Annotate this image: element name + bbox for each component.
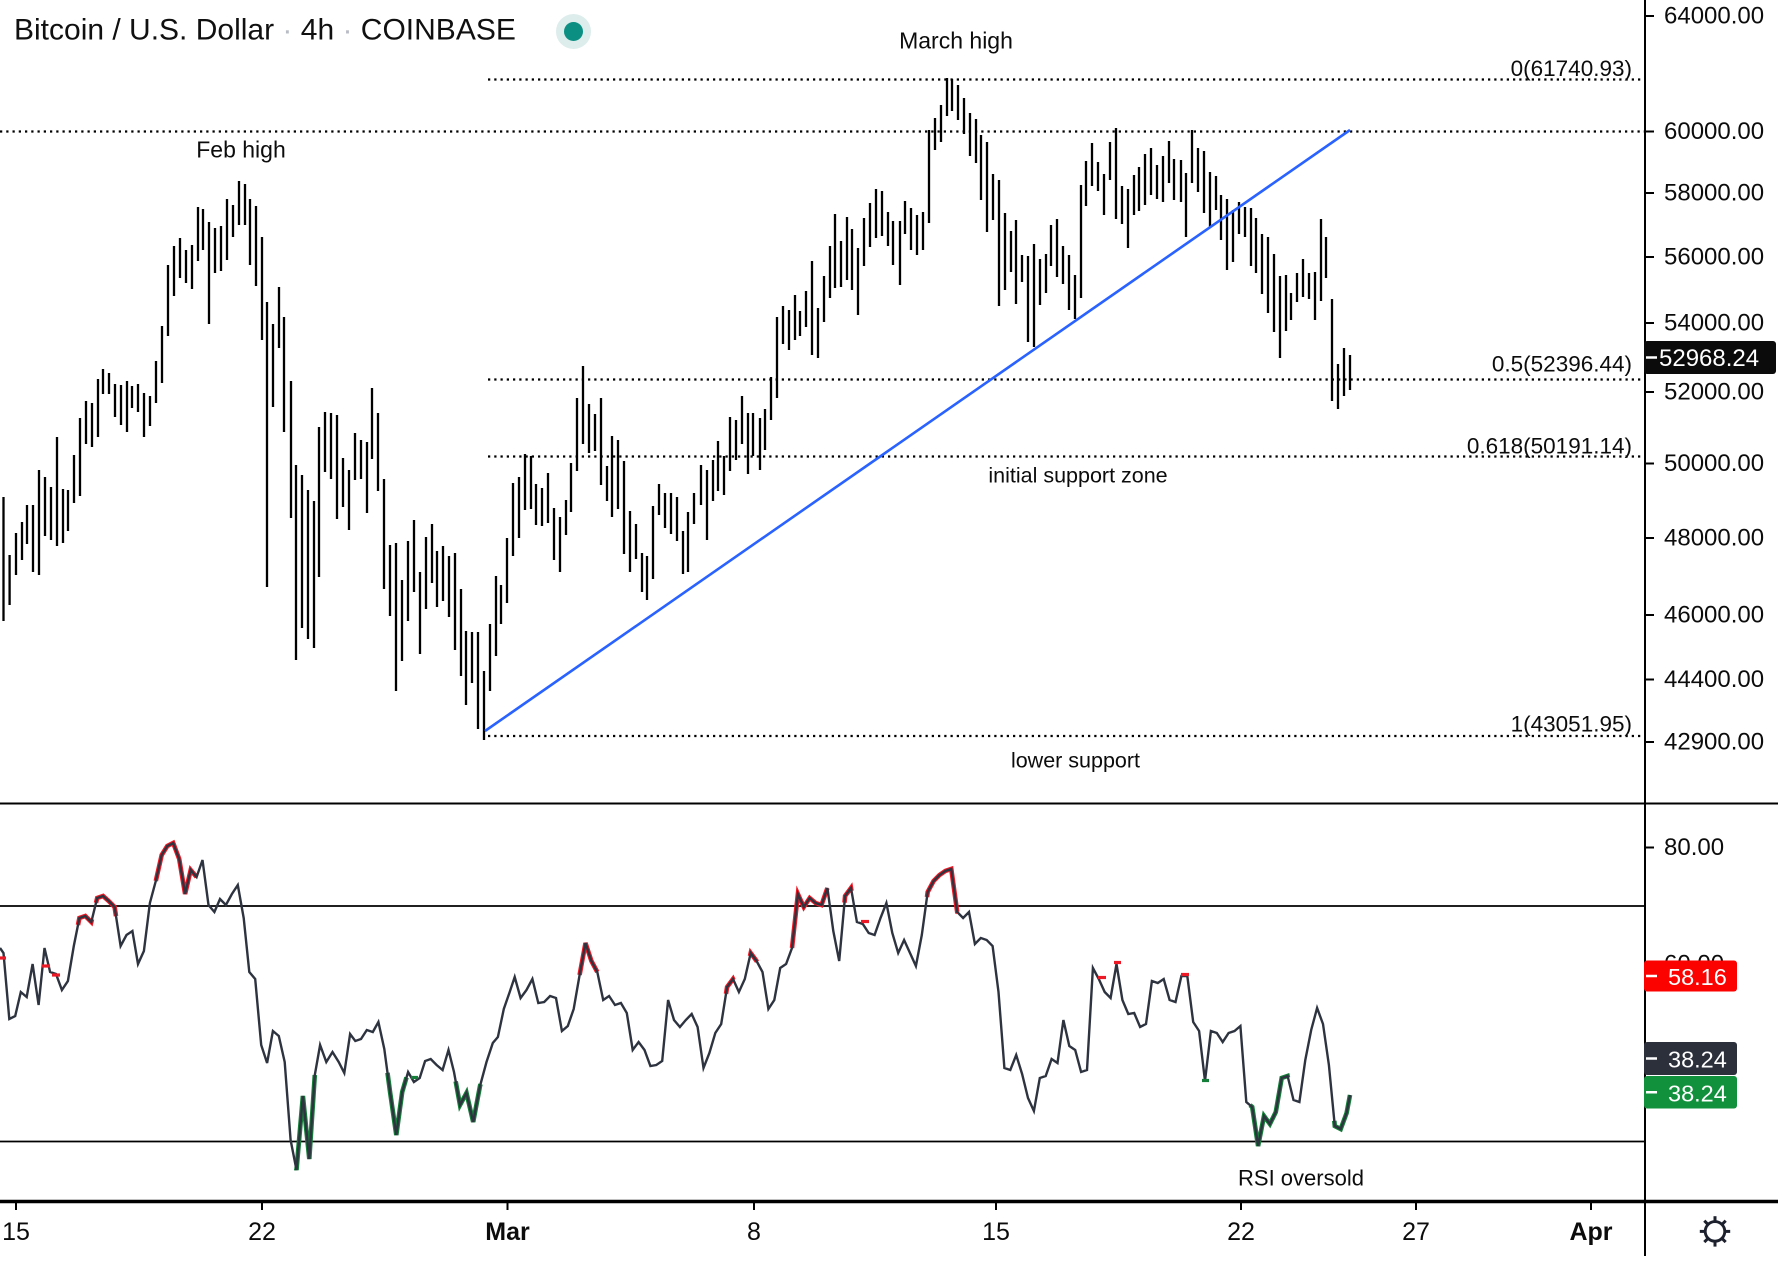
svg-text:8: 8 [747,1218,761,1246]
svg-text:46000.00: 46000.00 [1664,602,1764,629]
svg-text:lower support: lower support [1011,749,1140,773]
svg-text:RSI oversold: RSI oversold [1238,1166,1364,1191]
svg-text:0.618(50191.14): 0.618(50191.14) [1467,434,1632,459]
svg-text:58.16: 58.16 [1668,964,1727,990]
svg-text:1(43051.95): 1(43051.95) [1511,712,1632,737]
svg-text:Bitcoin / U.S. Dollar · 4h · C: Bitcoin / U.S. Dollar · 4h · COINBASE [14,14,516,47]
svg-text:48000.00: 48000.00 [1664,525,1764,552]
svg-text:22: 22 [1227,1218,1255,1246]
svg-text:0.5(52396.44): 0.5(52396.44) [1492,352,1632,377]
svg-text:64000.00: 64000.00 [1664,3,1764,30]
svg-text:15: 15 [2,1218,30,1246]
svg-text:38.24: 38.24 [1668,1047,1727,1073]
svg-text:50000.00: 50000.00 [1664,450,1764,477]
svg-text:22: 22 [248,1218,276,1246]
svg-text:58000.00: 58000.00 [1664,180,1764,207]
svg-text:60000.00: 60000.00 [1664,118,1764,145]
svg-text:52000.00: 52000.00 [1664,379,1764,406]
svg-text:0(61740.93): 0(61740.93) [1511,56,1632,81]
svg-text:44400.00: 44400.00 [1664,666,1764,693]
svg-text:42900.00: 42900.00 [1664,729,1764,756]
svg-text:initial support zone: initial support zone [988,464,1167,488]
svg-text:March high: March high [899,28,1013,54]
svg-text:27: 27 [1402,1218,1430,1246]
svg-text:56000.00: 56000.00 [1664,244,1764,271]
svg-text:15: 15 [982,1218,1010,1246]
svg-text:80.00: 80.00 [1664,834,1724,861]
svg-text:52968.24: 52968.24 [1659,345,1759,372]
svg-text:38.24: 38.24 [1668,1080,1727,1106]
svg-text:Mar: Mar [485,1218,530,1246]
svg-text:Feb high: Feb high [196,137,286,163]
svg-text:Apr: Apr [1569,1218,1612,1246]
svg-text:54000.00: 54000.00 [1664,310,1764,337]
